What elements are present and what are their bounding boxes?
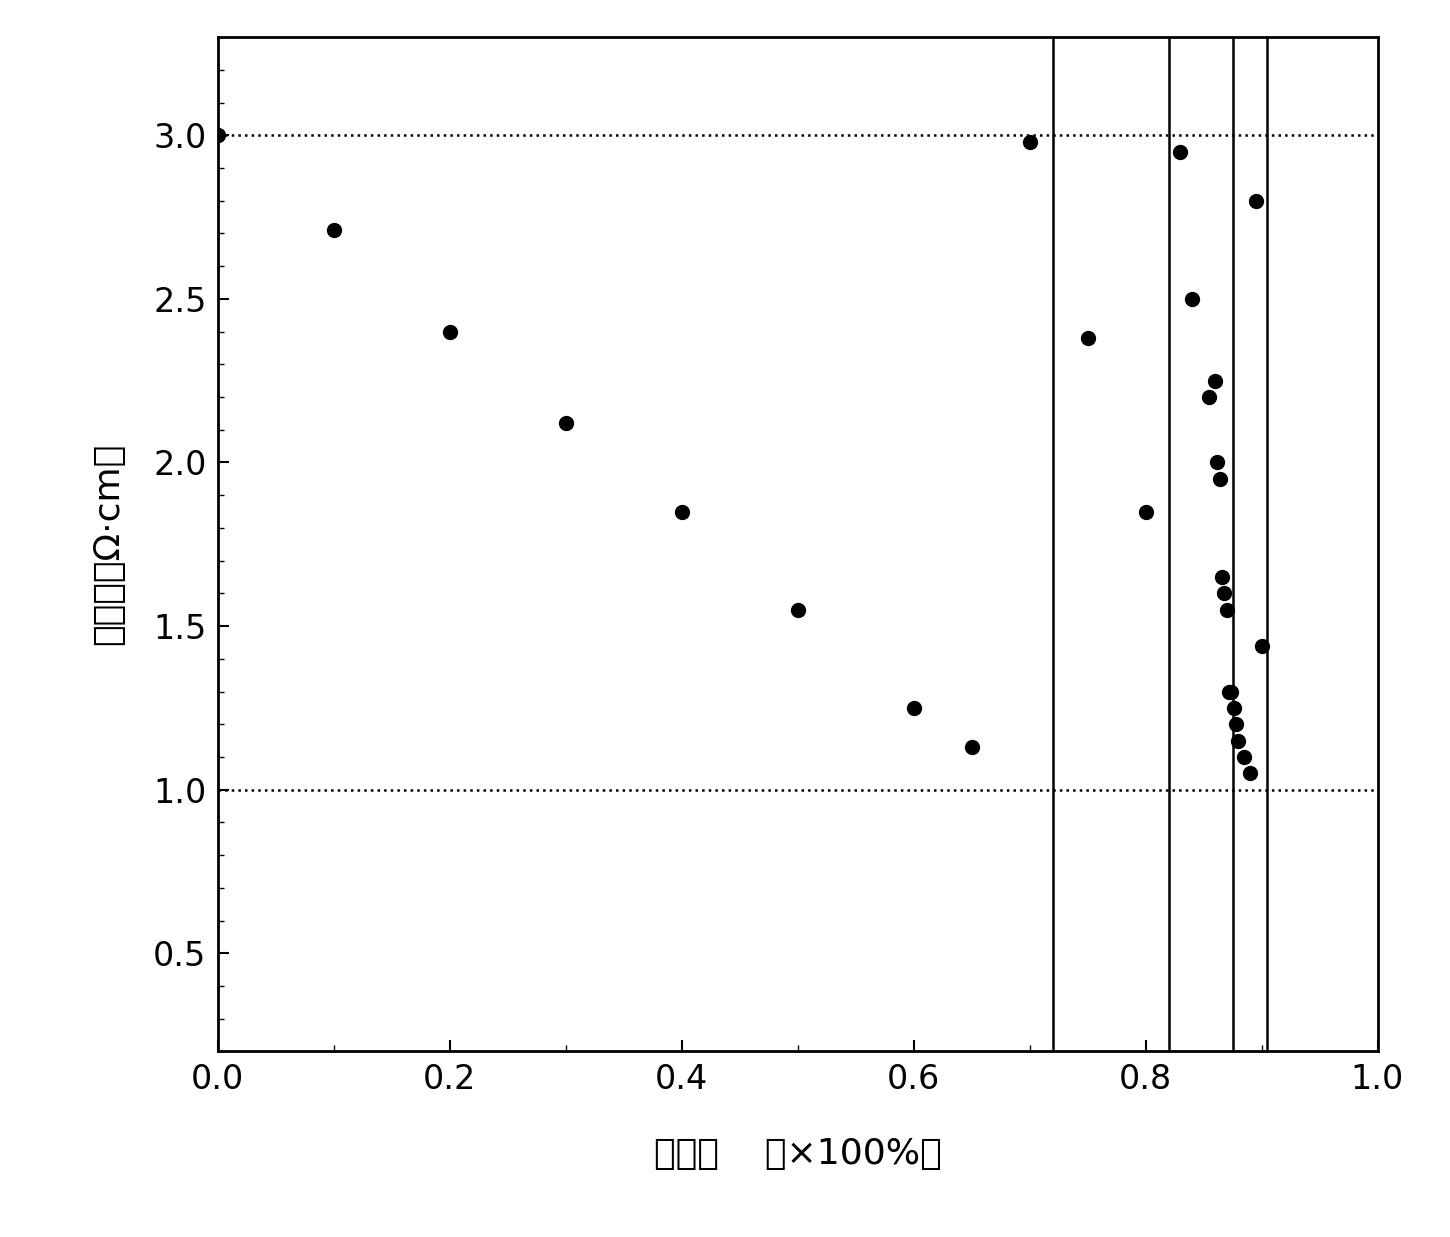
Point xyxy=(1232,747,1256,767)
Point xyxy=(1224,714,1247,734)
Point xyxy=(1198,387,1221,407)
Point xyxy=(206,125,229,145)
Point xyxy=(1218,682,1241,701)
Point xyxy=(1076,328,1099,348)
Point xyxy=(1222,698,1246,717)
Point xyxy=(960,737,983,757)
Point xyxy=(1215,600,1238,620)
Point xyxy=(1169,142,1192,162)
Point xyxy=(1018,132,1041,152)
Point xyxy=(1219,682,1243,701)
Point xyxy=(1227,731,1250,751)
Point xyxy=(1134,502,1157,522)
Point xyxy=(1238,763,1262,783)
Point xyxy=(902,698,925,717)
Point xyxy=(322,220,345,240)
Point xyxy=(1208,469,1231,489)
Point xyxy=(670,502,693,522)
Point xyxy=(1244,190,1267,210)
Point xyxy=(1250,636,1273,656)
Point xyxy=(1180,289,1204,309)
Point xyxy=(554,413,577,433)
Point xyxy=(1212,584,1235,604)
Point xyxy=(438,322,461,341)
Point xyxy=(1204,371,1227,391)
X-axis label: 固化率    （×100%）: 固化率 （×100%） xyxy=(654,1137,941,1171)
Point xyxy=(1206,453,1230,473)
Y-axis label: 电阻率（Ω·cm）: 电阻率（Ω·cm） xyxy=(91,443,125,646)
Point xyxy=(786,600,809,620)
Point xyxy=(1211,567,1234,586)
